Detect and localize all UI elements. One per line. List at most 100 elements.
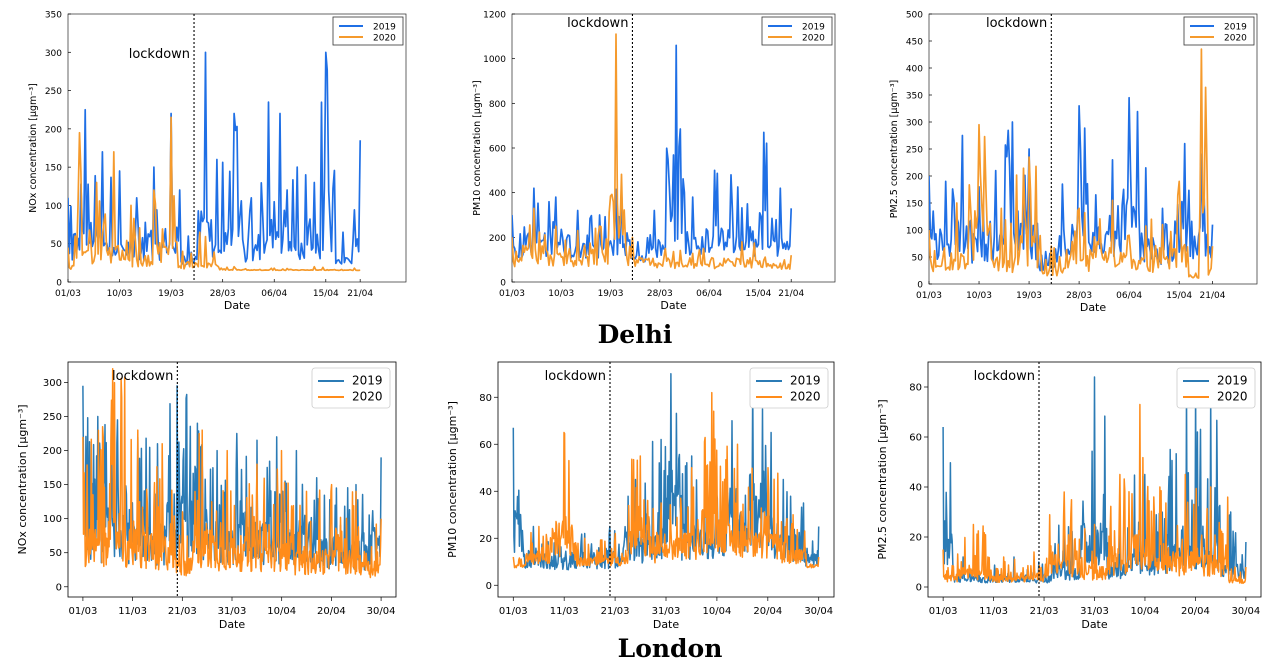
x-tick-label: 01/03 bbox=[55, 289, 81, 299]
legend-label-2020: 2020 bbox=[1217, 390, 1248, 404]
x-tick-label: 11/03 bbox=[979, 606, 1008, 617]
x-axis-label: Date bbox=[224, 299, 251, 312]
y-axis-label: NOx concentration [μgm⁻³] bbox=[28, 83, 39, 213]
y-tick-label: 0 bbox=[56, 279, 62, 289]
y-tick-label: 400 bbox=[906, 65, 923, 75]
series-line-2020 bbox=[942, 403, 1247, 584]
y-tick-label: 80 bbox=[909, 383, 922, 394]
lockdown-annotation: lockdown bbox=[129, 47, 190, 62]
x-tick-label: 11/03 bbox=[550, 606, 579, 617]
y-axis-label: PM2.5 concentration [μgm⁻³] bbox=[889, 80, 900, 218]
x-tick-label: 20/04 bbox=[1181, 606, 1210, 617]
x-axis-label: Date bbox=[219, 618, 246, 631]
y-tick-label: 450 bbox=[906, 38, 923, 48]
x-tick-label: 10/04 bbox=[1131, 606, 1160, 617]
x-tick-label: 30/04 bbox=[367, 606, 396, 617]
x-tick-label: 21/03 bbox=[168, 606, 197, 617]
x-tick-label: 01/03 bbox=[916, 291, 942, 301]
y-tick-label: 40 bbox=[479, 487, 492, 498]
y-tick-label: 60 bbox=[909, 433, 922, 444]
legend-box bbox=[332, 16, 404, 46]
y-tick-label: 200 bbox=[45, 125, 62, 135]
x-tick-label: 10/04 bbox=[267, 606, 296, 617]
x-tick-label: 10/03 bbox=[548, 289, 574, 299]
chart-london-nox: 0 50 100 150 200 250 300 01/03 11/03 21/03 31/03 10… bbox=[16, 361, 397, 631]
series-line-2020 bbox=[512, 391, 820, 569]
y-tick-label: 200 bbox=[906, 173, 923, 183]
legend-label-2019: 2019 bbox=[373, 23, 396, 33]
y-tick-label: 80 bbox=[479, 393, 492, 404]
y-tick-label: 0 bbox=[916, 583, 922, 594]
series-line-2019 bbox=[512, 44, 793, 263]
lockdown-annotation: lockdown bbox=[986, 16, 1047, 31]
x-tick-label: 31/03 bbox=[652, 606, 681, 617]
y-tick-label: 300 bbox=[43, 378, 62, 389]
legend-label-2020: 2020 bbox=[1224, 34, 1247, 44]
x-tick-label: 28/03 bbox=[647, 289, 673, 299]
chart-london-pm25: 0 20 40 60 80 01/03 11/03 21/03 31/03 10/04 20/04 3… bbox=[876, 361, 1262, 631]
x-tick-label: 15/04 bbox=[1166, 291, 1192, 301]
y-tick-label: 20 bbox=[479, 534, 492, 545]
x-tick-label: 10/04 bbox=[702, 606, 731, 617]
x-tick-label: 11/03 bbox=[118, 606, 147, 617]
x-tick-label: 21/04 bbox=[347, 289, 373, 299]
lockdown-annotation: lockdown bbox=[112, 369, 173, 384]
x-tick-label: 01/03 bbox=[929, 606, 958, 617]
y-tick-label: 40 bbox=[909, 483, 922, 494]
y-tick-label: 0 bbox=[500, 279, 506, 289]
x-tick-label: 28/03 bbox=[210, 289, 236, 299]
x-tick-label: 30/04 bbox=[1231, 606, 1260, 617]
y-tick-label: 100 bbox=[906, 227, 923, 237]
chart-london-pm10: 0 20 40 60 80 01/03 11/03 21/03 31/03 10/04 20/04 3… bbox=[446, 361, 835, 631]
x-axis-label: Date bbox=[653, 618, 680, 631]
y-tick-label: 100 bbox=[45, 202, 62, 212]
legend-label-2020: 2020 bbox=[352, 390, 383, 404]
legend-label-2019: 2019 bbox=[352, 374, 383, 388]
y-tick-label: 150 bbox=[43, 480, 62, 491]
y-tick-label: 500 bbox=[906, 11, 923, 21]
x-axis-label: Date bbox=[660, 299, 687, 312]
chart-delhi-pm10: 0 200 400 600 800 1000 1200 01/03 10/03 19/03 28/0… bbox=[472, 11, 836, 312]
x-tick-label: 30/04 bbox=[804, 606, 833, 617]
y-tick-label: 60 bbox=[479, 440, 492, 451]
legend-box bbox=[1183, 16, 1255, 46]
x-tick-label: 15/04 bbox=[745, 289, 771, 299]
y-tick-label: 300 bbox=[906, 119, 923, 129]
x-tick-label: 19/03 bbox=[598, 289, 624, 299]
y-tick-label: 50 bbox=[51, 240, 63, 250]
legend-label-2019: 2019 bbox=[1224, 23, 1247, 33]
x-axis-label: Date bbox=[1080, 301, 1107, 314]
y-tick-label: 600 bbox=[489, 145, 506, 155]
x-tick-label: 28/03 bbox=[1066, 291, 1092, 301]
lockdown-annotation: lockdown bbox=[567, 16, 628, 31]
y-tick-label: 50 bbox=[912, 254, 924, 264]
y-tick-label: 20 bbox=[909, 533, 922, 544]
legend-label-2020: 2020 bbox=[802, 34, 825, 44]
legend-box bbox=[761, 16, 833, 46]
y-axis-label: NOx concentration [μgm⁻³] bbox=[16, 404, 29, 554]
series-line-2020 bbox=[82, 368, 382, 579]
x-tick-label: 21/03 bbox=[601, 606, 630, 617]
city-label-delhi: Delhi bbox=[598, 320, 673, 349]
city-label-london: London bbox=[618, 634, 723, 660]
y-tick-label: 800 bbox=[489, 100, 506, 110]
y-axis-label: PM10 concentration [μgm⁻³] bbox=[446, 401, 459, 558]
y-tick-label: 300 bbox=[45, 49, 62, 59]
series-line-2019 bbox=[68, 51, 362, 265]
y-axis-label: PM2.5 concentration [μgm⁻³] bbox=[876, 399, 889, 559]
y-tick-label: 250 bbox=[906, 146, 923, 156]
y-tick-label: 250 bbox=[45, 87, 62, 97]
y-tick-label: 0 bbox=[56, 582, 62, 593]
x-tick-label: 20/04 bbox=[317, 606, 346, 617]
y-tick-label: 50 bbox=[49, 548, 62, 559]
chart-delhi-nox: 0 50 100 150 200 250 300 350 01/03 10/03 19/03 28/0… bbox=[28, 11, 407, 312]
x-tick-label: 10/03 bbox=[966, 291, 992, 301]
y-tick-label: 350 bbox=[45, 11, 62, 21]
x-tick-label: 01/03 bbox=[68, 606, 97, 617]
y-tick-label: 150 bbox=[906, 200, 923, 210]
y-tick-label: 0 bbox=[917, 281, 923, 291]
series-line-2020 bbox=[512, 33, 793, 270]
x-tick-label: 19/03 bbox=[158, 289, 184, 299]
x-tick-label: 06/04 bbox=[696, 289, 722, 299]
x-axis-label: Date bbox=[1081, 618, 1108, 631]
